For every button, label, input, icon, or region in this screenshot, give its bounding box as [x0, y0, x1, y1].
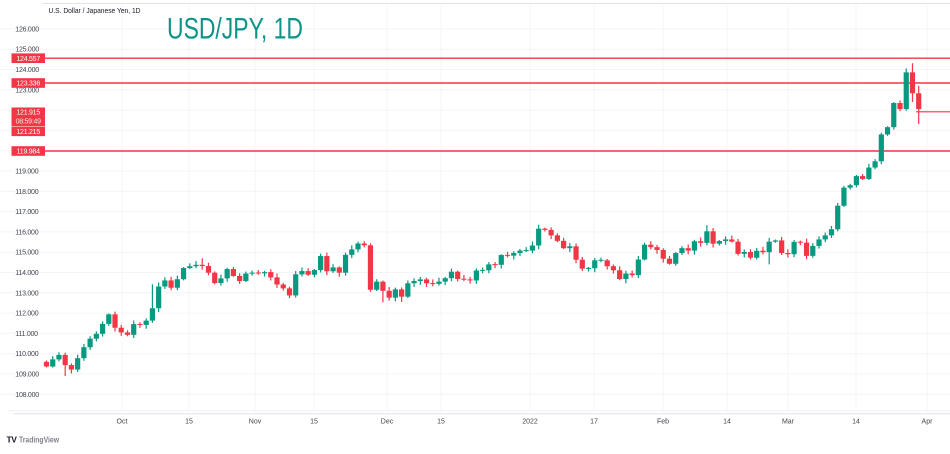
svg-text:Apr: Apr	[922, 419, 934, 426]
svg-text:114.000: 114.000	[15, 270, 38, 277]
svg-text:14: 14	[723, 419, 731, 426]
svg-text:125.000: 125.000	[15, 47, 39, 54]
svg-text:119.984: 119.984	[17, 149, 40, 156]
svg-text:112.000: 112.000	[15, 311, 38, 318]
svg-text:108.000: 108.000	[15, 392, 39, 399]
svg-text:TV: TV	[7, 435, 18, 445]
svg-text:110.000: 110.000	[15, 351, 38, 358]
svg-text:121.915: 121.915	[16, 110, 40, 117]
svg-text:111.000: 111.000	[15, 331, 38, 338]
svg-text:119.000: 119.000	[15, 169, 38, 176]
svg-text:116.000: 116.000	[15, 229, 38, 236]
svg-text:15: 15	[185, 419, 193, 426]
svg-text:113.000: 113.000	[15, 290, 38, 297]
svg-text:Nov: Nov	[249, 419, 262, 426]
svg-text:115.000: 115.000	[15, 250, 38, 257]
svg-text:124.000: 124.000	[15, 67, 39, 74]
svg-text:123.336: 123.336	[16, 81, 40, 88]
svg-text:USD/JPY, 1D: USD/JPY, 1D	[167, 13, 303, 46]
svg-text:U.S. Dollar / Japanese Yen, 1D: U.S. Dollar / Japanese Yen, 1D	[49, 6, 141, 15]
svg-text:2022: 2022	[522, 419, 538, 426]
svg-text:TradingView: TradingView	[19, 436, 60, 445]
svg-text:15: 15	[310, 419, 318, 426]
svg-text:123.000: 123.000	[15, 87, 39, 94]
svg-text:14: 14	[852, 419, 860, 426]
svg-text:109.000: 109.000	[15, 372, 39, 379]
svg-text:124.557: 124.557	[16, 56, 40, 63]
svg-text:17: 17	[590, 419, 598, 426]
svg-text:08:59:49: 08:59:49	[16, 118, 42, 125]
svg-text:Feb: Feb	[657, 419, 669, 426]
svg-text:121.215: 121.215	[16, 129, 40, 136]
svg-text:Dec: Dec	[381, 419, 394, 426]
svg-text:Mar: Mar	[782, 419, 795, 426]
svg-text:126.000: 126.000	[15, 26, 39, 33]
svg-text:15: 15	[437, 419, 445, 426]
svg-text:118.000: 118.000	[15, 189, 38, 196]
svg-text:117.000: 117.000	[15, 209, 38, 216]
svg-text:Oct: Oct	[117, 419, 128, 426]
